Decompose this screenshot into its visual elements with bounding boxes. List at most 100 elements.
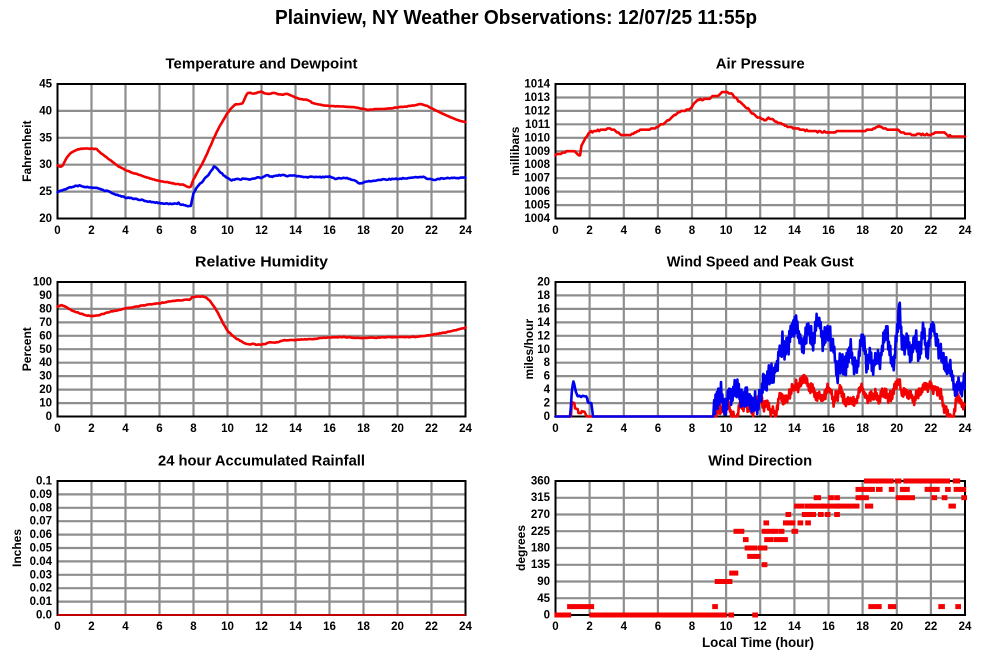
- svg-text:70: 70: [39, 317, 52, 329]
- svg-text:Local Time (hour): Local Time (hour): [702, 634, 814, 650]
- svg-text:14: 14: [289, 225, 302, 237]
- svg-text:Wind Direction: Wind Direction: [708, 453, 812, 470]
- svg-text:14: 14: [289, 423, 302, 435]
- svg-text:1005: 1005: [524, 200, 550, 212]
- svg-text:14: 14: [537, 317, 550, 329]
- svg-text:16: 16: [822, 225, 835, 237]
- svg-text:miles/hour: miles/hour: [522, 319, 536, 380]
- svg-text:24 hour Accumulated Rainfall: 24 hour Accumulated Rainfall: [158, 453, 365, 470]
- svg-text:0: 0: [54, 621, 60, 633]
- svg-text:4: 4: [544, 384, 551, 396]
- svg-text:Relative Humidity: Relative Humidity: [195, 254, 329, 271]
- svg-text:20: 20: [890, 423, 903, 435]
- svg-text:20: 20: [537, 277, 550, 289]
- svg-text:0: 0: [552, 621, 558, 633]
- svg-text:Percent: Percent: [20, 327, 34, 371]
- svg-text:Wind Speed and Peak Gust: Wind Speed and Peak Gust: [667, 254, 854, 271]
- svg-text:14: 14: [289, 621, 302, 633]
- svg-text:6: 6: [655, 621, 661, 633]
- svg-text:20: 20: [890, 225, 903, 237]
- svg-text:8: 8: [689, 423, 696, 435]
- svg-text:Fahrenheit: Fahrenheit: [20, 121, 34, 182]
- svg-text:8: 8: [689, 225, 696, 237]
- svg-text:10: 10: [221, 225, 234, 237]
- svg-text:20: 20: [391, 225, 404, 237]
- svg-text:18: 18: [856, 621, 869, 633]
- svg-text:90: 90: [39, 290, 52, 302]
- svg-text:degrees: degrees: [514, 525, 528, 571]
- svg-text:2: 2: [88, 423, 94, 435]
- svg-text:8: 8: [544, 357, 551, 369]
- svg-text:10: 10: [537, 344, 550, 356]
- svg-text:30: 30: [39, 159, 52, 171]
- svg-text:16: 16: [323, 423, 336, 435]
- svg-text:18: 18: [537, 290, 550, 302]
- svg-text:45: 45: [537, 593, 550, 605]
- svg-text:1009: 1009: [524, 146, 550, 158]
- svg-text:24: 24: [459, 225, 472, 237]
- svg-text:35: 35: [39, 132, 52, 144]
- svg-text:1008: 1008: [524, 159, 550, 171]
- svg-text:24: 24: [959, 621, 972, 633]
- svg-text:12: 12: [537, 330, 550, 342]
- svg-text:10: 10: [221, 423, 234, 435]
- svg-text:8: 8: [190, 225, 197, 237]
- svg-text:135: 135: [531, 559, 551, 571]
- svg-text:1004: 1004: [524, 213, 550, 225]
- svg-text:20: 20: [391, 423, 404, 435]
- svg-text:10: 10: [720, 423, 733, 435]
- svg-text:12: 12: [255, 225, 268, 237]
- svg-text:2: 2: [586, 225, 592, 237]
- svg-text:0.01: 0.01: [30, 596, 53, 608]
- svg-text:1014: 1014: [524, 79, 550, 91]
- svg-text:24: 24: [959, 423, 972, 435]
- svg-text:360: 360: [531, 476, 550, 488]
- svg-text:18: 18: [856, 423, 869, 435]
- svg-text:1010: 1010: [524, 132, 550, 144]
- svg-text:1013: 1013: [524, 92, 550, 104]
- svg-text:12: 12: [754, 225, 767, 237]
- svg-text:0.05: 0.05: [30, 543, 53, 555]
- svg-text:Inches: Inches: [10, 529, 24, 567]
- svg-text:8: 8: [190, 423, 197, 435]
- svg-text:10: 10: [720, 621, 733, 633]
- svg-text:0.09: 0.09: [30, 489, 52, 501]
- svg-text:25: 25: [39, 186, 52, 198]
- svg-text:Plainview, NY Weather Observat: Plainview, NY Weather Observations: 12/0…: [275, 7, 757, 29]
- svg-text:8: 8: [190, 621, 197, 633]
- svg-text:Temperature and Dewpoint: Temperature and Dewpoint: [166, 56, 358, 73]
- svg-text:12: 12: [754, 423, 767, 435]
- svg-text:12: 12: [754, 621, 767, 633]
- svg-text:6: 6: [156, 423, 162, 435]
- svg-text:22: 22: [925, 423, 938, 435]
- svg-text:0.07: 0.07: [30, 516, 52, 528]
- svg-text:16: 16: [323, 621, 336, 633]
- svg-text:4: 4: [621, 225, 628, 237]
- svg-text:2: 2: [88, 225, 94, 237]
- svg-text:0.1: 0.1: [36, 476, 53, 488]
- svg-text:0.08: 0.08: [30, 502, 53, 514]
- svg-text:6: 6: [655, 423, 661, 435]
- svg-text:0.06: 0.06: [30, 529, 52, 541]
- svg-text:24: 24: [959, 225, 972, 237]
- svg-text:16: 16: [822, 621, 835, 633]
- svg-text:16: 16: [537, 303, 550, 315]
- svg-text:10: 10: [720, 225, 733, 237]
- svg-text:22: 22: [425, 225, 438, 237]
- svg-text:1007: 1007: [524, 173, 550, 185]
- svg-text:0.0: 0.0: [36, 610, 52, 622]
- svg-text:14: 14: [788, 621, 801, 633]
- svg-text:10: 10: [39, 398, 52, 410]
- svg-text:270: 270: [531, 509, 550, 521]
- svg-text:22: 22: [425, 423, 438, 435]
- svg-text:1012: 1012: [524, 105, 550, 117]
- svg-text:18: 18: [357, 423, 370, 435]
- svg-text:2: 2: [544, 398, 550, 410]
- svg-text:20: 20: [391, 621, 404, 633]
- svg-text:30: 30: [39, 371, 52, 383]
- svg-text:1011: 1011: [525, 119, 551, 131]
- svg-text:4: 4: [122, 225, 129, 237]
- svg-text:0.02: 0.02: [30, 583, 52, 595]
- svg-text:90: 90: [537, 576, 550, 588]
- svg-text:0: 0: [46, 411, 52, 423]
